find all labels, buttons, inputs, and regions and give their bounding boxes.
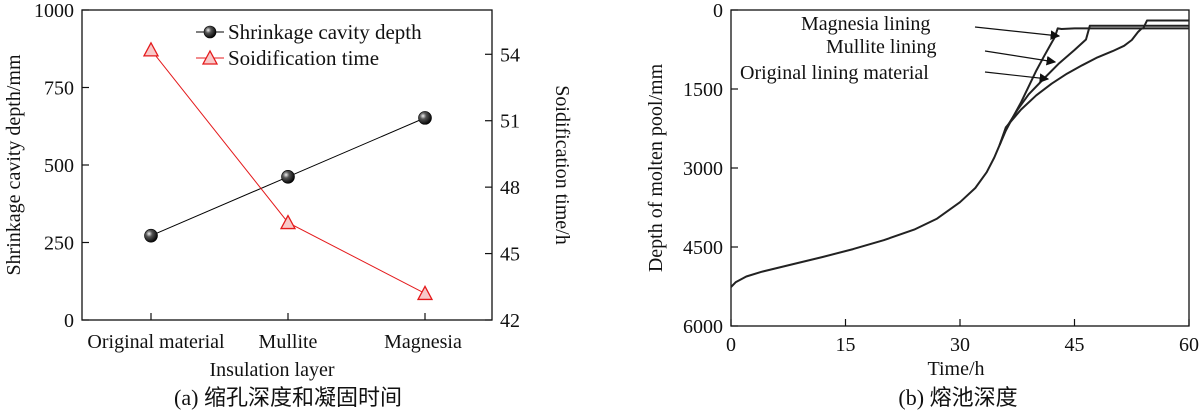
panel-b-y-ticks: 0 1500 3000 4500 6000 <box>683 0 738 338</box>
panel-b-series-label: Original lining material <box>740 62 929 84</box>
panel-a-y-tick-label: 500 <box>44 155 74 177</box>
panel-a-y2-tick-label: 51 <box>500 111 520 133</box>
panel-b-y-tick-label: 4500 <box>683 237 723 259</box>
panel-a-y-tick-label: 1000 <box>34 0 74 22</box>
panel-a-y2-tick-label: 45 <box>500 244 520 266</box>
panel-a-x-tick-label: Original material <box>87 331 225 353</box>
panel-a-legend-marker <box>203 25 217 39</box>
panel-b-series-line <box>998 24 1189 146</box>
panel-b-plot-frame <box>730 9 1190 327</box>
panel-b-series-line <box>730 19 1189 288</box>
panel-b-x-tick-label: 30 <box>950 334 970 356</box>
panel-b-x-tick-label: 15 <box>836 334 856 356</box>
panel-a-y-tick-label: 0 <box>64 310 74 332</box>
panel-b-x-tick-label: 45 <box>1065 334 1085 356</box>
panel-b-annotation-arrow <box>984 50 1057 66</box>
panel-b-series-label: Magnesia lining <box>801 13 930 35</box>
panel-a-y-tick-label: 250 <box>44 233 74 255</box>
panel-a-data-point-triangle <box>279 214 297 230</box>
panel-b-series <box>730 19 1189 288</box>
panel-a-y-ticks: 0 250 500 750 1000 <box>34 0 89 332</box>
panel-a-x-ticks: Original material Mullite Magnesia <box>87 313 462 353</box>
panel-a-x-axis-label: Insulation layer <box>210 359 335 381</box>
panel-a-data-point-sphere <box>281 169 295 184</box>
panel-b-x-axis-label: Time/h <box>927 358 984 380</box>
panel-b-y-axis-label: Depth of molten pool/mm <box>645 63 667 272</box>
panel-b-x-tick-label: 0 <box>726 334 736 356</box>
panel-a-data-point-triangle <box>142 41 160 57</box>
panel-b-y-tick-label: 1500 <box>683 79 723 101</box>
panel-a-legend-marker <box>201 49 219 65</box>
panel-a-y2-axis-label: Soidification time/h <box>551 85 573 244</box>
panel-b-y-tick-label: 6000 <box>683 316 723 338</box>
panel-a-y2-tick-label: 54 <box>500 44 520 66</box>
panel-b-y-tick-label: 0 <box>713 0 723 22</box>
panel-b-y-tick-label: 3000 <box>683 158 723 180</box>
panel-a-y2-tick-label: 42 <box>500 310 520 332</box>
panel-a-data-point-sphere <box>144 228 158 243</box>
panel-a-y-tick-label: 750 <box>44 78 74 100</box>
panel-b-series-label: Mullite lining <box>826 36 937 58</box>
panel-b-annotation-arrow <box>974 26 1061 40</box>
panel-b-caption: (b) 熔池深度 <box>898 385 1017 410</box>
panel-a-legend-label: Shrinkage cavity depth <box>228 20 422 44</box>
panel-a-chart: 0 250 500 750 1000 42 45 48 51 54 Original mater… <box>3 0 573 410</box>
panel-b-x-tick-label: 60 <box>1179 334 1199 356</box>
panel-b-annotation-arrow <box>984 71 1050 83</box>
panel-a-x-tick-label: Mullite <box>259 331 318 353</box>
panel-a-caption: (a) 缩孔深度和凝固时间 <box>174 385 402 410</box>
panel-a-data-point-triangle <box>416 285 434 301</box>
panel-a-series <box>142 41 434 301</box>
panel-b-chart: 0 1500 3000 4500 6000 0 15 30 45 60 Magnesia lin… <box>645 0 1199 410</box>
panel-a-x-tick-label: Magnesia <box>384 331 462 353</box>
panel-a-data-point-sphere <box>418 111 432 125</box>
panel-a-legend-label: Soidification time <box>228 46 379 70</box>
panel-b-x-ticks: 0 15 30 45 60 <box>726 319 1199 356</box>
panel-a-y2-tick-label: 48 <box>500 177 520 199</box>
panel-a-y-axis-label: Shrinkage cavity depth/mm <box>3 54 25 276</box>
panel-a-y2-ticks: 42 45 48 51 54 <box>485 44 520 332</box>
panel-b-series-line <box>998 27 1189 146</box>
